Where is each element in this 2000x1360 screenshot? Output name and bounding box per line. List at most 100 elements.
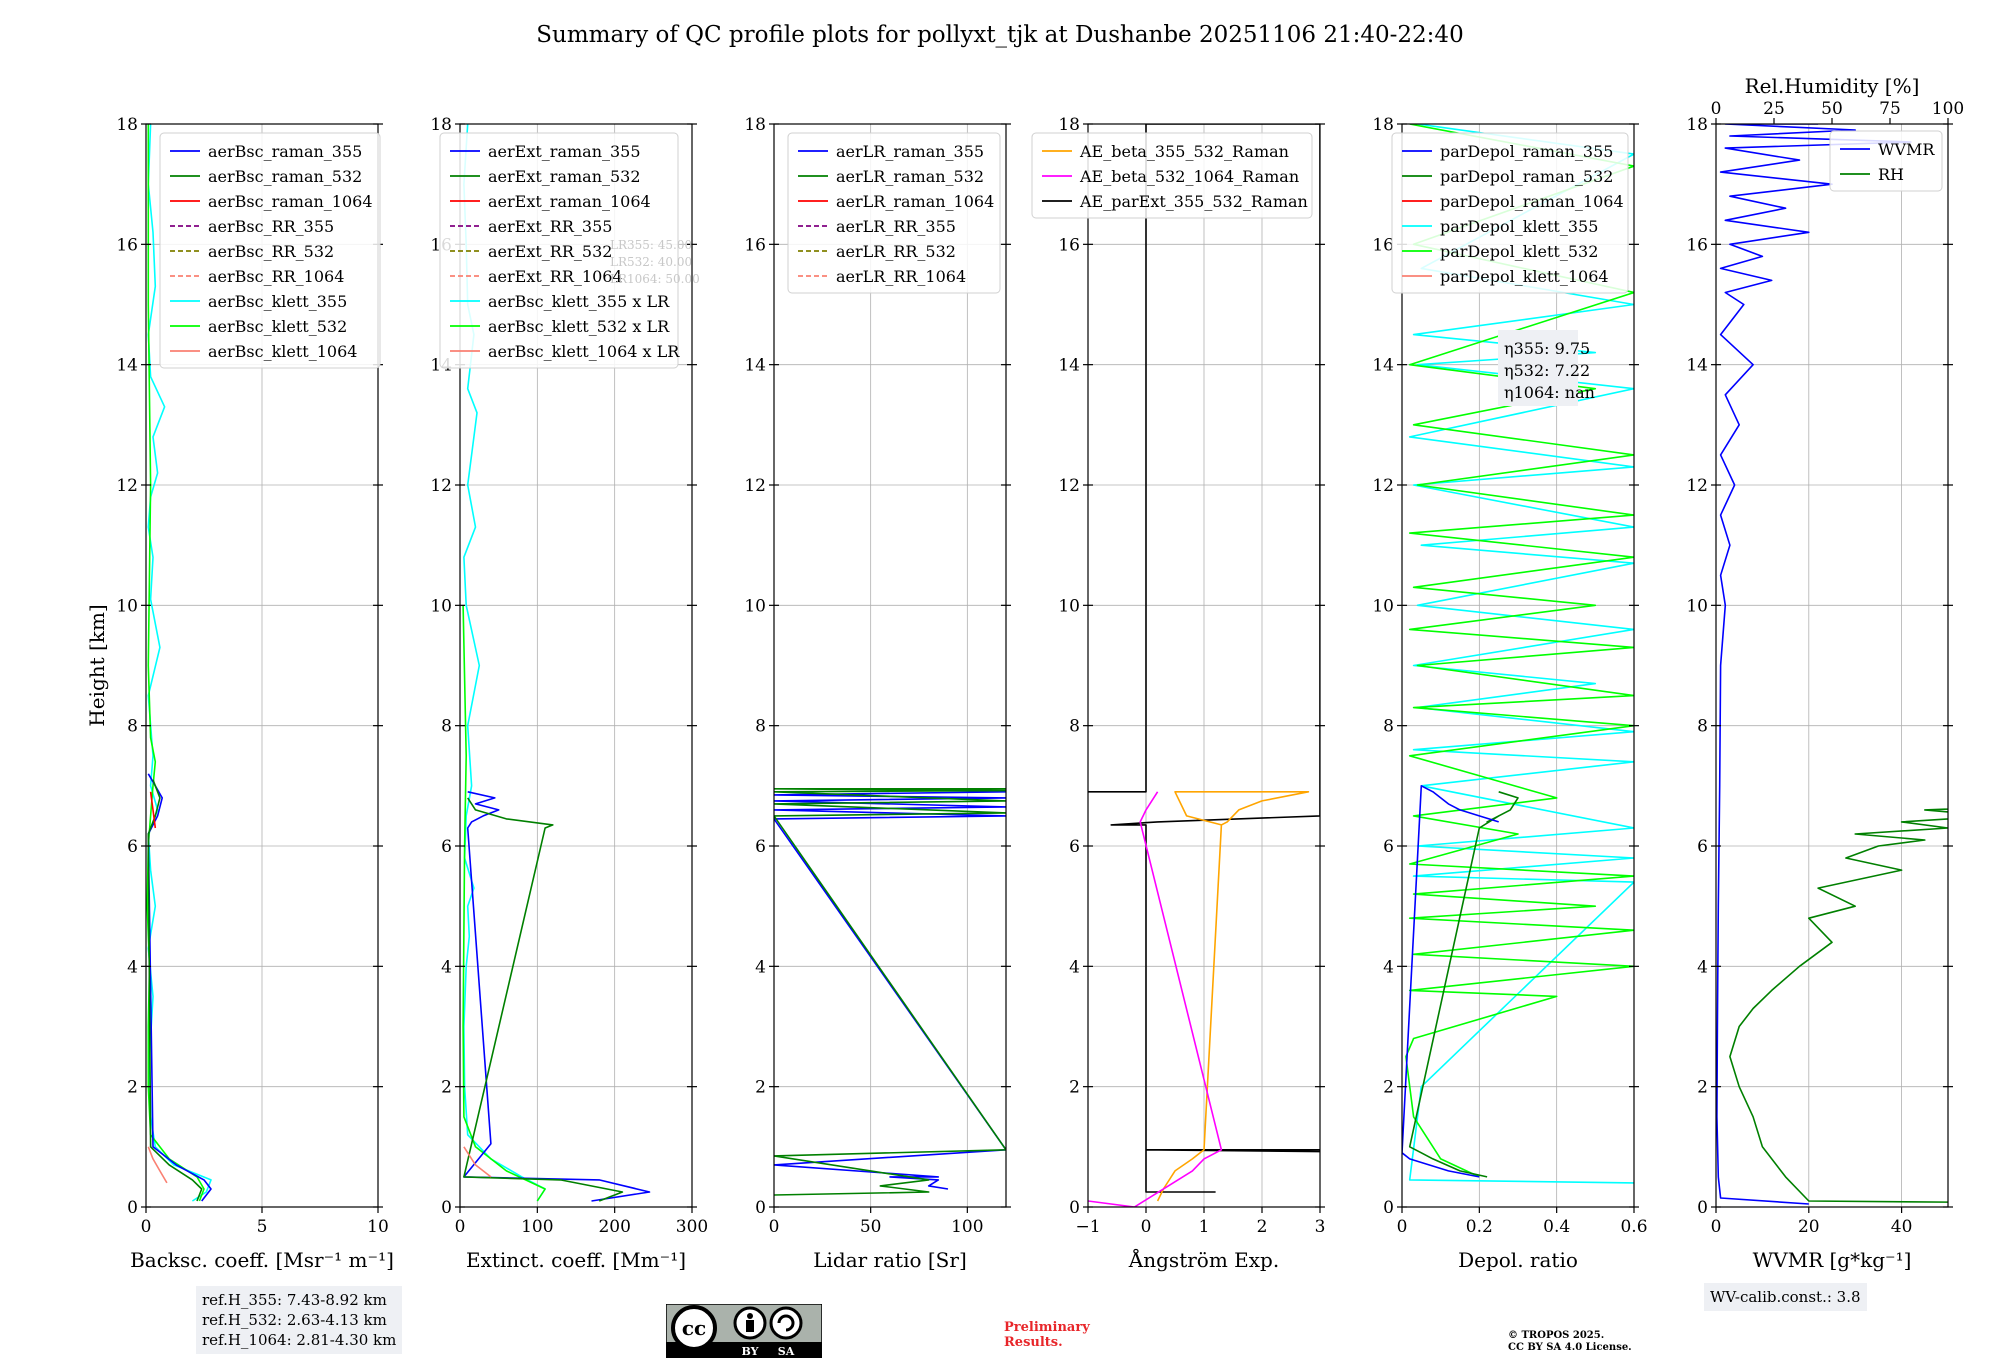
- legend-label: aerExt_RR_355: [488, 217, 612, 236]
- y-tick-label: 14: [116, 356, 138, 376]
- lr-used-label: LR1064: 50.00: [610, 272, 700, 286]
- y-tick-label: 16: [116, 235, 138, 255]
- series-aerExt_raman_532: [463, 797, 624, 1202]
- x-tick-label: 300: [676, 1217, 708, 1237]
- y-tick-label: 4: [441, 957, 452, 977]
- series-group: [1088, 124, 1320, 1207]
- y-tick-label: 0: [441, 1198, 452, 1218]
- wv-calib-box: WV-calib.const.: 3.8: [1704, 1283, 1867, 1311]
- y-tick-label: 12: [116, 476, 138, 496]
- series-aerBsc_klett_532: [146, 124, 205, 1202]
- x-tick-label: 2: [1257, 1217, 1268, 1237]
- copyright-line-2: CC BY SA 4.0 License.: [1508, 1342, 1632, 1353]
- y-axis-label: Height [km]: [85, 604, 109, 726]
- x-tick-label: 0: [455, 1217, 466, 1237]
- y-tick-label: 10: [1372, 596, 1394, 616]
- top-x-tick-label: 75: [1879, 99, 1901, 119]
- series-parDepol_klett_355: [1408, 124, 1634, 1184]
- legend-box: [159, 132, 381, 369]
- eta-box-bg: [1498, 330, 1578, 406]
- top-x-axis-label: Rel.Humidity [%]: [1745, 74, 1920, 98]
- x-tick-label: 0: [141, 1217, 152, 1237]
- y-tick-label: 16: [1058, 235, 1080, 255]
- preliminary-line-2: Results.: [1004, 1335, 1063, 1350]
- x-tick-label: 0.2: [1466, 1217, 1493, 1237]
- y-tick-label: 16: [1686, 235, 1708, 255]
- legend-label: aerLR_raman_532: [836, 167, 984, 186]
- legend: aerExt_raman_355 aerExt_raman_532 aerExt_r…: [439, 132, 680, 369]
- x-tick-label: 0: [1141, 1217, 1152, 1237]
- legend-label: RH: [1878, 165, 1904, 184]
- y-tick-label: 18: [1686, 115, 1708, 135]
- preliminary-line-1: Preliminary: [1004, 1320, 1090, 1335]
- y-tick-label: 8: [1069, 717, 1080, 737]
- ref-height-1064: ref.H_1064: 2.81-4.30 km: [202, 1331, 397, 1349]
- y-tick-label: 12: [1686, 476, 1708, 496]
- ref-height-355: ref.H_355: 7.43-8.92 km: [202, 1291, 387, 1309]
- legend-label: aerLR_RR_1064: [836, 267, 966, 286]
- y-tick-label: 12: [430, 476, 452, 496]
- y-tick-label: 6: [1383, 837, 1394, 857]
- lr-used-label: LR532: 40.00: [610, 255, 692, 269]
- top-x-tick-label: 100: [1932, 99, 1964, 119]
- legend-label: parDepol_raman_1064: [1440, 192, 1624, 211]
- chart-panel-ext: 0246810121416180100200300Extinct. coeff.…: [430, 115, 708, 1272]
- y-tick-label: 6: [1069, 837, 1080, 857]
- legend-label: aerBsc_raman_355: [208, 142, 362, 161]
- top-x-tick-label: 0: [1711, 99, 1722, 119]
- y-tick-label: 0: [755, 1198, 766, 1218]
- x-tick-label: 0: [1711, 1217, 1722, 1237]
- y-tick-label: 14: [1372, 356, 1394, 376]
- x-axis-label: Lidar ratio [Sr]: [813, 1248, 967, 1272]
- lr-used-label: LR355: 45.00: [610, 238, 692, 252]
- legend-label: AE_beta_532_1064_Raman: [1079, 167, 1299, 186]
- x-tick-label: 200: [598, 1217, 630, 1237]
- y-tick-label: 10: [1686, 596, 1708, 616]
- y-tick-label: 0: [1069, 1198, 1080, 1218]
- cc-by-sa-badge[interactable]: cc BY SA: [666, 1304, 822, 1358]
- legend-label: aerBsc_klett_355: [208, 292, 347, 311]
- axes-frame: [1401, 123, 1635, 1208]
- legend-label: WVMR: [1878, 140, 1935, 159]
- copyright-line-1: © TROPOS 2025.: [1508, 1330, 1605, 1341]
- series-aerLR_raman_355: [774, 791, 1006, 1190]
- y-tick-label: 0: [1697, 1198, 1708, 1218]
- legend-label: aerLR_raman_355: [836, 142, 984, 161]
- legend-label: aerBsc_raman_1064: [208, 192, 373, 211]
- eta-label: η355: 9.75: [1504, 339, 1590, 358]
- legend: aerLR_raman_355 aerLR_raman_532 aerLR_rama…: [787, 132, 1001, 294]
- legend-box: [787, 132, 1001, 294]
- legend-box: [1391, 132, 1629, 294]
- y-tick-label: 8: [755, 717, 766, 737]
- legend: WVMR RH: [1829, 130, 1943, 192]
- legend-label: aerLR_raman_1064: [836, 192, 994, 211]
- series-aerBsc_raman_355: [147, 773, 212, 1202]
- y-tick-label: 2: [1383, 1078, 1394, 1098]
- copyright-note: © TROPOS 2025. CC BY SA 4.0 License.: [1508, 1330, 1632, 1354]
- legend-label: parDepol_raman_532: [1440, 167, 1613, 186]
- y-tick-label: 10: [430, 596, 452, 616]
- y-tick-label: 4: [127, 957, 138, 977]
- series-WVMR: [1716, 124, 1912, 1205]
- x-axis-label: Ångström Exp.: [1128, 1247, 1279, 1272]
- series-group: [1402, 124, 1634, 1184]
- y-tick-label: 2: [441, 1078, 452, 1098]
- x-tick-label: −1: [1075, 1217, 1100, 1237]
- y-tick-label: 4: [1697, 957, 1708, 977]
- legend-label: aerExt_raman_532: [488, 167, 641, 186]
- legend-label: aerExt_raman_1064: [488, 192, 651, 211]
- series-group: [1716, 124, 1948, 1205]
- x-tick-label: 1: [1199, 1217, 1210, 1237]
- sa-icon: [769, 1306, 803, 1340]
- series-parDepol_raman_532: [1408, 791, 1519, 1178]
- chart-panel-bsc: 0 2 4 6 8 10 12 14 16 18 0 5 10 Backsc. coeff. [Msr⁻¹…: [85, 115, 394, 1272]
- eta-box: η355: 9.75 η532: 7.22 η1064: nan: [1498, 330, 1595, 406]
- badge-by-label: BY: [742, 1345, 759, 1358]
- legend-label: parDepol_klett_355: [1440, 217, 1598, 236]
- x-axis-label: Extinct. coeff. [Mm⁻¹]: [466, 1248, 686, 1272]
- x-tick-label: 40: [1891, 1217, 1913, 1237]
- x-tick-label: 20: [1798, 1217, 1820, 1237]
- y-tick-label: 8: [127, 717, 138, 737]
